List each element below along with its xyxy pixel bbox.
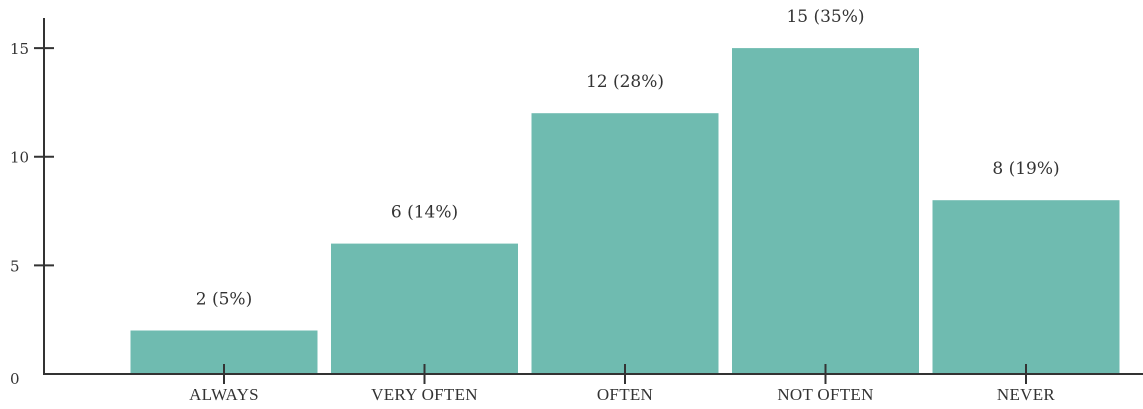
x-tick-label: NEVER xyxy=(997,385,1056,404)
bar-not-often xyxy=(732,48,919,374)
data-label: 6 (14%) xyxy=(391,203,458,223)
x-tick-label: NOT OFTEN xyxy=(777,385,873,404)
y-axis-ticks: 0 5 10 15 xyxy=(10,40,54,388)
x-tick-label: VERY OFTEN xyxy=(371,385,478,404)
x-tick-label: ALWAYS xyxy=(189,385,259,404)
bar-never xyxy=(932,200,1120,374)
data-labels-group: 2 (5%) 6 (14%) 12 (28%) 15 (35%) 8 (19%) xyxy=(196,7,1060,309)
bar-often xyxy=(531,113,719,374)
y-tick-label: 10 xyxy=(10,149,29,167)
x-axis-ticks: ALWAYS VERY OFTEN OFTEN NOT OFTEN NEVER xyxy=(189,364,1055,404)
bars-group xyxy=(130,48,1120,374)
y-tick-label: 5 xyxy=(10,257,20,275)
data-label: 8 (19%) xyxy=(992,159,1059,179)
x-tick-label: OFTEN xyxy=(597,385,653,404)
y-tick-label: 0 xyxy=(10,370,20,388)
bar-very-often xyxy=(331,243,518,374)
data-label: 2 (5%) xyxy=(196,290,252,310)
data-label: 15 (35%) xyxy=(786,7,864,27)
data-label: 12 (28%) xyxy=(586,72,664,92)
y-tick-label: 15 xyxy=(10,40,29,58)
